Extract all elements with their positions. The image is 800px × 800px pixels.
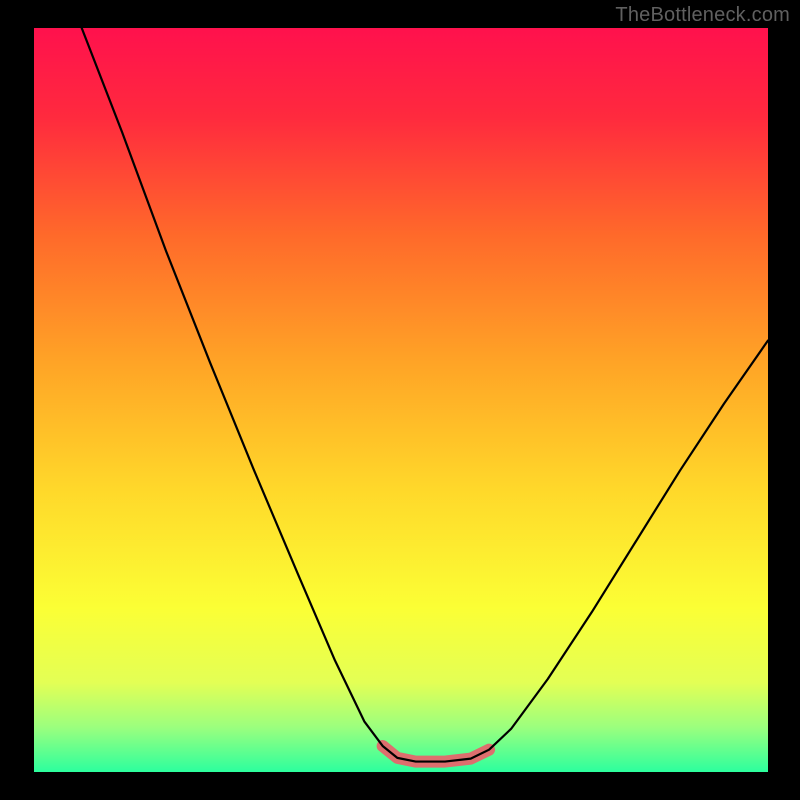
plot-svg <box>34 28 768 772</box>
gradient-background <box>34 28 768 772</box>
plot-area <box>34 28 768 772</box>
chart-frame: TheBottleneck.com <box>0 0 800 800</box>
watermark-text: TheBottleneck.com <box>615 4 790 27</box>
